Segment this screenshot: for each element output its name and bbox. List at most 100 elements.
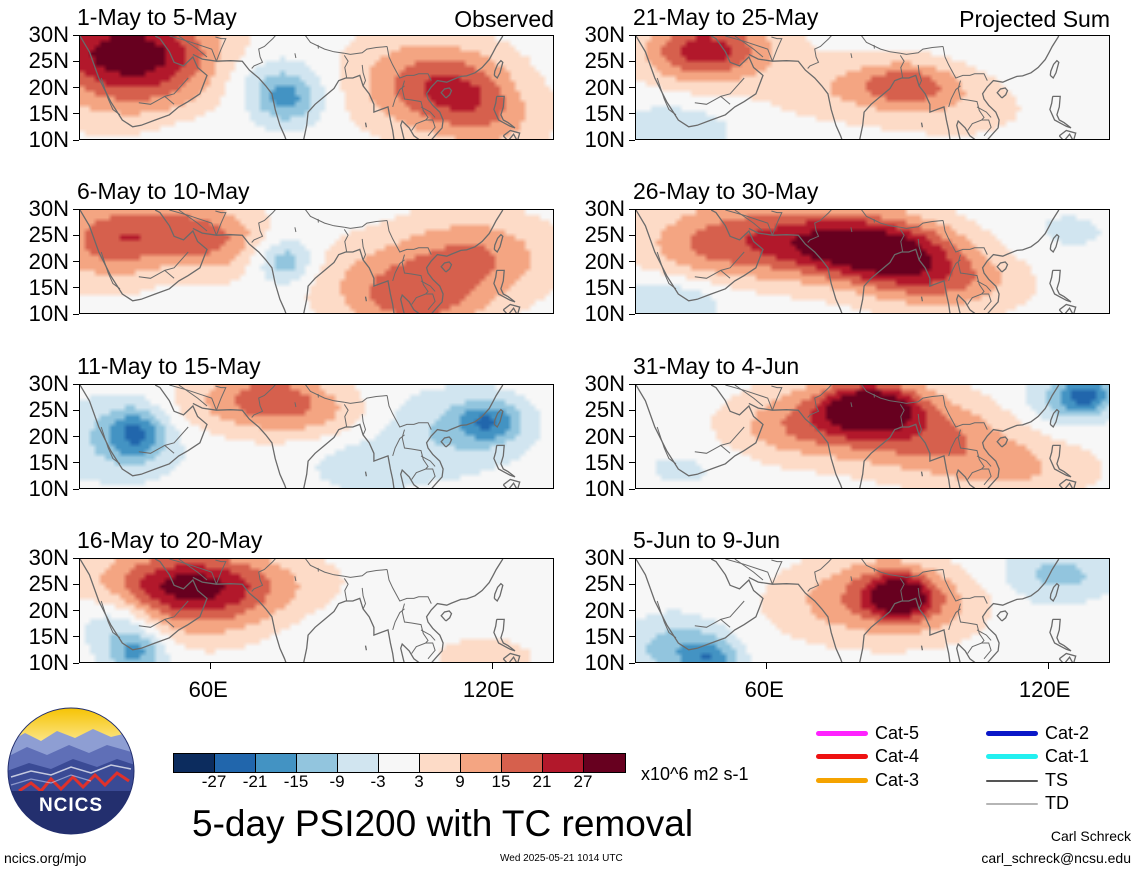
country-border <box>163 251 189 279</box>
lat-tick <box>73 60 79 62</box>
lat-tick-label: 25N <box>584 571 625 597</box>
lat-tick <box>73 261 79 262</box>
coastline <box>192 559 504 662</box>
country-border <box>719 251 745 279</box>
country-border <box>343 578 349 602</box>
country-border <box>807 385 832 418</box>
coastline <box>1049 408 1060 429</box>
coastline <box>996 87 1009 99</box>
coastline <box>1049 444 1072 478</box>
anomaly-field <box>80 385 553 488</box>
lake-mark <box>850 53 853 59</box>
lat-tick <box>73 610 79 611</box>
author-email[interactable]: carl_schreck@ncsu.edu <box>981 850 1131 866</box>
coastline <box>493 618 516 652</box>
lat-tick <box>73 436 79 437</box>
lat-tick-label: 20N <box>584 423 625 449</box>
ncics-logo: NCICS <box>7 707 135 835</box>
lat-tick <box>629 261 635 262</box>
coastline <box>502 652 521 662</box>
lat-tick-label: 10N <box>584 650 625 675</box>
logo-text: NCICS <box>39 795 103 816</box>
coastline <box>364 471 368 477</box>
lake-mark <box>294 576 297 582</box>
country-border <box>957 429 985 470</box>
country-border <box>957 80 985 121</box>
country-border <box>392 434 405 457</box>
lat-tick-label: 30N <box>28 545 69 570</box>
lat-tick-label: 15N <box>28 100 69 126</box>
anomaly-field <box>636 559 1109 662</box>
coastline <box>1058 303 1077 313</box>
anomaly-field <box>80 210 553 313</box>
country-border <box>411 293 436 311</box>
coastline <box>440 87 453 99</box>
legend-line <box>986 803 1038 805</box>
website-link[interactable]: ncics.org/mjo <box>4 850 87 866</box>
coastline <box>80 385 208 477</box>
country-border <box>169 36 217 62</box>
lat-tick-label: 25N <box>28 48 69 74</box>
lat-tick <box>629 234 635 236</box>
country-border <box>420 629 436 641</box>
country-border <box>401 429 429 470</box>
country-border <box>725 36 773 62</box>
country-border <box>392 608 405 631</box>
country-border <box>304 210 345 228</box>
country-border <box>392 259 405 282</box>
lat-tick-label: 25N <box>28 571 69 597</box>
coastline <box>920 471 924 477</box>
country-border <box>656 600 677 639</box>
country-border <box>178 36 208 58</box>
colorbar-swatch <box>502 754 543 772</box>
coastline <box>440 261 453 273</box>
map-panel <box>79 35 554 140</box>
lat-tick-label: 30N <box>584 196 625 221</box>
coastline <box>996 261 1009 273</box>
lat-tick-label: 15N <box>28 274 69 300</box>
lake-mark <box>294 53 297 59</box>
country-border <box>215 385 227 411</box>
colorbar-tick-label: -21 <box>242 772 268 791</box>
lat-tick <box>629 662 635 664</box>
colorbar-tick-label: 9 <box>455 772 465 791</box>
lat-tick-label: 15N <box>28 449 69 475</box>
lake-mark <box>294 402 297 408</box>
panel-map-svg <box>636 559 1109 662</box>
country-border <box>656 251 677 290</box>
lat-tick-label: 20N <box>584 597 625 623</box>
coastline <box>493 59 504 80</box>
country-border <box>251 385 276 418</box>
country-border <box>215 559 227 585</box>
lat-tick-label: 30N <box>28 22 69 47</box>
country-border <box>917 587 923 610</box>
country-border <box>694 618 721 628</box>
country-border <box>917 413 923 436</box>
legend-line <box>816 754 868 759</box>
lat-tick-label: 10N <box>28 127 69 152</box>
anomaly-field <box>636 210 1109 313</box>
country-border <box>900 395 944 404</box>
country-border <box>957 603 985 644</box>
panel-tag: Projected Sum <box>959 6 1110 32</box>
country-border <box>138 269 165 279</box>
coastline <box>364 122 368 128</box>
country-border <box>163 77 189 105</box>
coastline <box>80 36 208 128</box>
coastline <box>493 444 516 478</box>
coastline <box>748 36 1060 139</box>
lat-tick-label: 20N <box>28 248 69 274</box>
lat-tick-label: 10N <box>584 301 625 326</box>
coastline <box>440 436 453 448</box>
colorbar-swatch <box>174 754 215 772</box>
country-border <box>719 600 745 628</box>
legend-label: TS <box>1045 770 1069 790</box>
country-border <box>976 629 992 641</box>
country-border <box>694 95 721 105</box>
coastline <box>636 36 764 128</box>
lat-tick <box>73 113 79 115</box>
colorbar-swatch <box>420 754 461 772</box>
country-border <box>138 95 165 105</box>
country-border <box>976 280 992 292</box>
coastline <box>493 408 504 429</box>
